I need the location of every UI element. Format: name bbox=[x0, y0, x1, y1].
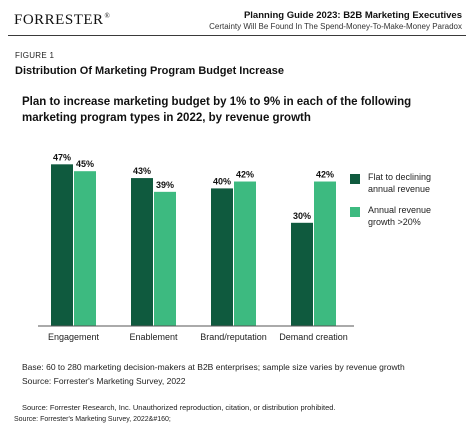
guide-title: Planning Guide 2023: B2B Marketing Execu… bbox=[243, 10, 462, 21]
data-label: 43% bbox=[133, 166, 151, 176]
bar-brand-reputation-series-1 bbox=[211, 188, 233, 326]
base-note: Base: 60 to 280 marketing decision-maker… bbox=[22, 362, 405, 372]
legend-label-line-2: growth >20% bbox=[368, 217, 421, 228]
category-label: Brand/reputation bbox=[200, 332, 267, 342]
bar-engagement-series-2 bbox=[74, 171, 96, 326]
legend-label-line-1: Annual revenue bbox=[368, 205, 432, 216]
legend-item-flat-revenue: Flat to declining annual revenue bbox=[348, 172, 458, 195]
data-label: 42% bbox=[316, 170, 334, 180]
source-footer: Source: Forrester's Marketing Survey, 20… bbox=[14, 416, 171, 423]
legend-label-line-2: annual revenue bbox=[368, 183, 431, 194]
legend-swatch-dark bbox=[350, 174, 360, 184]
bar-engagement-series-1 bbox=[51, 164, 73, 326]
bar-chart: 47% 45% Engagement 43% 39% Enablement 40% 42% Br… bbox=[38, 152, 354, 342]
category-label: Enablement bbox=[129, 332, 178, 342]
data-label: 42% bbox=[236, 170, 254, 180]
figure-title: Distribution Of Marketing Program Budget… bbox=[15, 65, 284, 77]
figure-label: FIGURE 1 bbox=[15, 51, 55, 60]
logo-text: FORRESTER bbox=[14, 12, 104, 28]
data-label: 47% bbox=[53, 152, 71, 162]
bar-brand-reputation-series-2 bbox=[234, 181, 256, 326]
copyright-notice: Source: Forrester Research, Inc. Unautho… bbox=[22, 403, 336, 412]
bar-enablement-series-1 bbox=[131, 178, 153, 326]
legend-swatch-light bbox=[350, 207, 360, 218]
legend-item-revenue-growth: Annual revenue growth >20% bbox=[348, 205, 458, 228]
guide-subtitle: Certainty Will Be Found In The Spend-Mon… bbox=[209, 22, 462, 31]
bar-demand-creation-series-1 bbox=[291, 222, 313, 326]
legend-label-line-1: Flat to declining bbox=[368, 172, 432, 182]
data-label: 39% bbox=[156, 180, 174, 190]
source-note: Source: Forrester's Marketing Survey, 20… bbox=[22, 376, 186, 386]
header-divider bbox=[8, 35, 466, 36]
bar-enablement-series-2 bbox=[154, 191, 176, 326]
forrester-logo: FORRESTER® bbox=[14, 12, 110, 29]
data-label: 30% bbox=[293, 211, 311, 221]
chart-title: Plan to increase marketing budget by 1% … bbox=[22, 96, 412, 124]
bar-demand-creation-series-2 bbox=[314, 181, 336, 326]
data-label: 45% bbox=[76, 159, 94, 169]
logo-registered-mark: ® bbox=[104, 12, 111, 20]
data-label: 40% bbox=[213, 176, 231, 186]
category-label: Demand creation bbox=[279, 332, 348, 342]
category-label: Engagement bbox=[48, 332, 100, 342]
chart-legend: Flat to declining annual revenue Annual … bbox=[348, 172, 458, 239]
